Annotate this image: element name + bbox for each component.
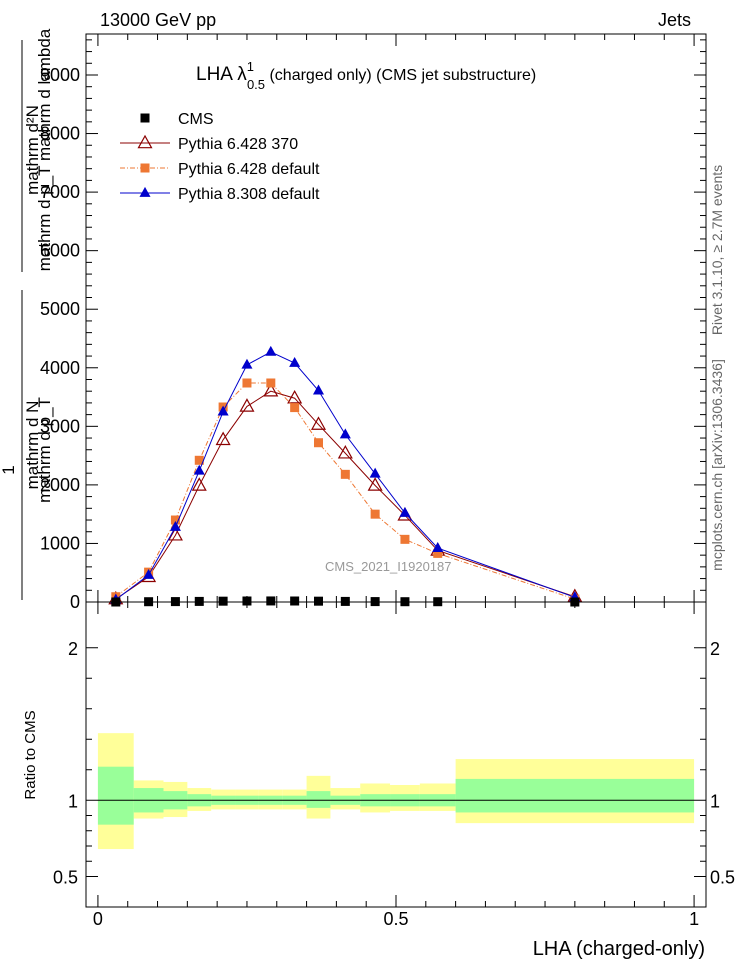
data-point-pythia-6-428-370 bbox=[337, 445, 353, 459]
ratio-x-ticks: 0 0.5 1 bbox=[93, 602, 699, 929]
main-y-tick-label: 8000 bbox=[40, 124, 80, 144]
watermark: CMS_2021_I1920187 bbox=[325, 559, 452, 574]
data-point-cms bbox=[266, 596, 276, 606]
rivet-label: Rivet 3.1.10, ≥ 2.7M events bbox=[709, 165, 725, 335]
data-point-pythia-6-428-default bbox=[242, 378, 252, 388]
data-point-pythia-6-428-370 bbox=[310, 416, 327, 430]
plot-title-prefix: LHA λ bbox=[196, 64, 247, 85]
x-axis-label: LHA (charged-only) bbox=[533, 938, 705, 960]
data-point-cms bbox=[242, 596, 252, 606]
mcplots-label: mcplots.cern.ch [arXiv:1306.3436] bbox=[709, 359, 725, 571]
data-point-pythia-8-308-default bbox=[193, 464, 205, 475]
data-point-pythia-6-428-370 bbox=[263, 382, 279, 397]
legend: CMS Pythia 6.428 370 Pythia 6.428 default P… bbox=[120, 111, 320, 203]
data-point-pythia-8-308-default bbox=[399, 506, 411, 517]
legend-marker bbox=[137, 134, 153, 149]
main-y-tick-label: 4000 bbox=[40, 358, 80, 378]
main-y-tick-label: 5000 bbox=[40, 299, 80, 319]
plot-title-sub: 0.5 bbox=[247, 77, 265, 92]
main-y-tick-label: 9000 bbox=[40, 65, 80, 85]
ylabel-denominator-1: mathrm d p_T mathrm d lambda bbox=[35, 28, 54, 271]
legend-label: Pythia 6.428 370 bbox=[178, 136, 298, 153]
data-point-pythia-6-428-default bbox=[194, 455, 204, 465]
data-point-pythia-6-428-370 bbox=[367, 477, 383, 491]
header-right-label: Jets bbox=[658, 10, 691, 30]
main-y-tick-label: 7000 bbox=[40, 182, 80, 202]
data-point-pythia-8-308-default bbox=[241, 358, 253, 369]
ratio-y-tick-label-right: 2 bbox=[710, 639, 720, 659]
main-y-ticks: 0 1000 2000 3000 4000 5000 6000 7000 8000 9000 bbox=[40, 39, 706, 612]
main-y-tick-label: 2000 bbox=[40, 475, 80, 495]
data-point-cms bbox=[340, 596, 350, 606]
data-point-pythia-6-428-default bbox=[266, 378, 276, 388]
data-point-pythia-8-308-default bbox=[217, 405, 229, 416]
ratio-y-tick-label-left: 1 bbox=[68, 791, 78, 811]
data-point-pythia-6-428-370 bbox=[215, 431, 231, 446]
ylabel-numerator-2: mathrm d N bbox=[23, 401, 42, 490]
ratio-y-tick-label-right: 1 bbox=[710, 791, 720, 811]
ratio-y-tick-label-left: 0.5 bbox=[53, 868, 78, 888]
data-point-pythia-8-308-default bbox=[289, 356, 301, 367]
main-y-tick-label: 0 bbox=[70, 592, 80, 612]
data-point-pythia-8-308-default bbox=[265, 345, 277, 356]
data-point-pythia-8-308-default bbox=[169, 520, 181, 531]
plot-title-sup: 1 bbox=[247, 59, 254, 74]
legend-label: Pythia 8.308 default bbox=[178, 186, 320, 203]
main-y-tick-label: 6000 bbox=[40, 241, 80, 261]
data-point-pythia-8-308-default bbox=[312, 384, 325, 395]
data-point-pythia-6-428-370 bbox=[191, 477, 207, 491]
data-point-cms bbox=[314, 596, 323, 606]
ratio-y-axis-label: Ratio to CMS bbox=[22, 710, 39, 799]
x-tick-label: 0.5 bbox=[383, 909, 408, 929]
data-point-cms bbox=[218, 596, 228, 606]
data-point-pythia-6-428-default bbox=[290, 403, 300, 413]
series-line-pythia-6-428-370 bbox=[115, 390, 576, 600]
data-point-pythia-6-428-370 bbox=[287, 389, 303, 404]
data-point-pythia-6-428-default bbox=[370, 509, 380, 519]
data-point-cms bbox=[290, 596, 300, 606]
data-point-pythia-6-428-default bbox=[340, 469, 350, 479]
legend-marker bbox=[139, 186, 151, 197]
data-point-pythia-6-428-370 bbox=[239, 398, 255, 412]
data-point-pythia-6-428-default bbox=[400, 534, 410, 544]
legend-label: CMS bbox=[178, 111, 214, 128]
ratio-plot: 0.5 0.51 12 2 0 0.5 1 bbox=[53, 601, 735, 929]
ratio-y-ticks: 0.5 0.5 1 1 2 2 bbox=[53, 639, 735, 888]
series-line-pythia-8-308-default bbox=[115, 351, 576, 601]
main-series bbox=[108, 345, 583, 607]
data-point-pythia-6-428-370 bbox=[167, 526, 183, 541]
legend-marker bbox=[140, 113, 150, 123]
header-left-label: 13000 GeV pp bbox=[100, 10, 216, 30]
data-point-pythia-8-308-default bbox=[143, 568, 155, 579]
legend-marker bbox=[140, 163, 150, 173]
data-point-cms bbox=[194, 596, 204, 606]
ylabel-fraction-prefix: 1 bbox=[0, 465, 18, 474]
legend-label: Pythia 6.428 default bbox=[178, 161, 320, 178]
series-line-pythia-6-428-default bbox=[115, 382, 576, 600]
ratio-y-tick-label-left: 2 bbox=[68, 639, 78, 659]
ratio-bands bbox=[97, 733, 695, 850]
ratio-inner-band bbox=[97, 766, 134, 825]
data-point-pythia-8-308-default bbox=[339, 428, 351, 439]
ratio-inner-band bbox=[306, 791, 331, 808]
data-point-pythia-6-428-default bbox=[170, 515, 180, 525]
data-point-pythia-8-308-default bbox=[432, 542, 444, 552]
data-point-pythia-6-428-default bbox=[314, 438, 323, 448]
data-point-pythia-6-428-default bbox=[433, 548, 443, 558]
main-plot: 0 1000 2000 3000 4000 5000 6000 7000 8000 9000 bbox=[40, 33, 707, 612]
plot-title: LHA λ1 0.5 (charged only) (CMS jet substr… bbox=[196, 59, 536, 92]
x-tick-label: 0 bbox=[93, 909, 103, 929]
ratio-inner-band bbox=[455, 778, 695, 813]
ratio-plot-frame bbox=[85, 601, 707, 908]
ratio-y-tick-label-right: 0.5 bbox=[710, 868, 735, 888]
main-y-tick-label: 1000 bbox=[40, 533, 80, 553]
main-y-axis-label: mathrm d²N mathrm d p_T mathrm d lambda … bbox=[0, 28, 54, 600]
data-point-pythia-8-308-default bbox=[369, 467, 381, 478]
plot-title-suffix: (charged only) (CMS jet substructure) bbox=[265, 67, 536, 84]
main-y-tick-label: 3000 bbox=[40, 416, 80, 436]
x-tick-label: 1 bbox=[689, 909, 699, 929]
ylabel-denominator-2: mathrm d p_T bbox=[35, 397, 54, 503]
ylabel-numerator-1: mathrm d²N bbox=[23, 105, 42, 195]
